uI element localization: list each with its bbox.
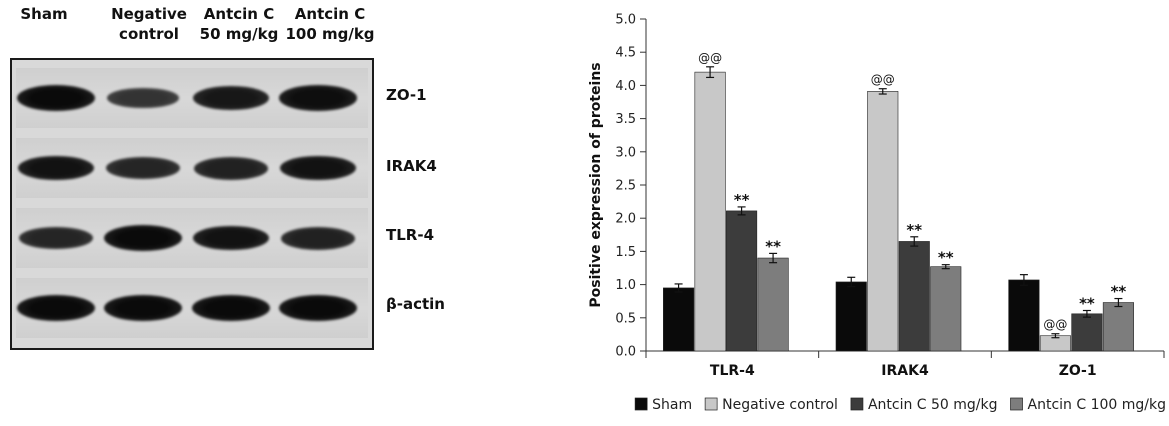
x-category-label: ZO-1 (1059, 363, 1097, 379)
blot-band (104, 225, 182, 251)
western-blot-panel: Sham Negative control Antcin C 50 mg/kg … (0, 0, 470, 426)
lane-header-antcin-100: Antcin C 100 mg/kg (285, 5, 375, 43)
legend-swatch (850, 397, 864, 411)
protein-label-irak4: IRAK4 (386, 157, 437, 175)
legend-label: Negative control (722, 397, 838, 413)
legend-swatch (1010, 397, 1023, 411)
legend-label: Antcin C 50 mg/kg (868, 397, 998, 413)
blot-band (279, 155, 357, 181)
significance-label: ** (906, 221, 922, 239)
blot-strip (16, 138, 368, 198)
legend-item: Antcin C 50 mg/kg (850, 397, 998, 413)
y-tick-label: 3.0 (615, 145, 636, 160)
blot-band (107, 87, 179, 109)
blot-band (192, 225, 270, 251)
lane-header-negative-control: Negative control (111, 5, 187, 43)
y-tick-label: 2.5 (615, 179, 636, 194)
significance-label: ** (1079, 294, 1095, 312)
blot-band (17, 155, 95, 181)
blot-band (280, 226, 356, 250)
bar (898, 241, 930, 352)
lane-header-sham: Sham (20, 5, 68, 23)
y-tick-label: 4.0 (615, 79, 636, 94)
blot-strip (16, 68, 368, 128)
blot-strip (16, 208, 368, 268)
y-tick-label: 2.0 (615, 212, 636, 227)
y-tick-label: 4.5 (615, 46, 636, 61)
legend-swatch (634, 397, 648, 411)
y-tick-label: 5.0 (615, 13, 636, 28)
legend-swatch (704, 397, 718, 411)
bar (1102, 302, 1134, 352)
blot-band (19, 226, 93, 250)
significance-label: ** (938, 249, 954, 267)
y-tick-label: 1.5 (615, 245, 636, 260)
blot-band (106, 156, 180, 180)
blot-band (279, 295, 357, 321)
significance-label: ** (765, 237, 781, 255)
legend-label: Sham (652, 397, 692, 413)
y-axis-label: Positive expression of proteins (588, 62, 604, 307)
blot-band (193, 156, 269, 180)
x-category-label: IRAK4 (881, 363, 929, 379)
bar (930, 266, 962, 352)
bar (757, 257, 789, 352)
legend-item: Negative control (704, 397, 838, 413)
legend-item: Antcin C 100 mg/kg (1010, 397, 1166, 413)
bar (694, 71, 726, 352)
blot-band (192, 295, 270, 321)
bar (1071, 313, 1103, 352)
blot-strip (16, 278, 368, 338)
y-tick-label: 1.0 (615, 278, 636, 293)
blot-band (17, 85, 95, 111)
blot-band (17, 295, 95, 321)
significance-label: ** (1111, 283, 1127, 301)
blot-band (279, 85, 357, 111)
x-category-label: TLR-4 (710, 363, 755, 379)
y-tick-label: 3.5 (615, 112, 636, 127)
bar (867, 91, 899, 352)
blot-band (193, 85, 269, 111)
protein-label-zo1: ZO-1 (386, 86, 427, 104)
legend-item: Sham (634, 397, 692, 413)
protein-label-beta-actin: β-actin (386, 295, 445, 313)
y-tick-label: 0.5 (615, 311, 636, 326)
significance-label: ** (734, 191, 750, 209)
legend-label: Antcin C 100 mg/kg (1028, 397, 1166, 413)
bar (663, 287, 695, 352)
bar-chart: 0.0 0.5 1.0 1.5 2.0 2.5 3.0 3.5 4.0 4.5 5.0 Positiv… (588, 13, 1166, 414)
y-tick-label: 0.0 (615, 345, 636, 360)
significance-label: @@ (1043, 318, 1067, 332)
blot-band (104, 295, 182, 321)
blot-image (10, 58, 374, 350)
bar (1008, 279, 1040, 352)
significance-label: @@ (871, 73, 895, 87)
lane-header-antcin-50: Antcin C 50 mg/kg (199, 5, 279, 43)
protein-label-tlr4: TLR-4 (386, 226, 435, 244)
bar (726, 210, 758, 352)
significance-label: @@ (698, 51, 722, 65)
bar (835, 281, 867, 352)
